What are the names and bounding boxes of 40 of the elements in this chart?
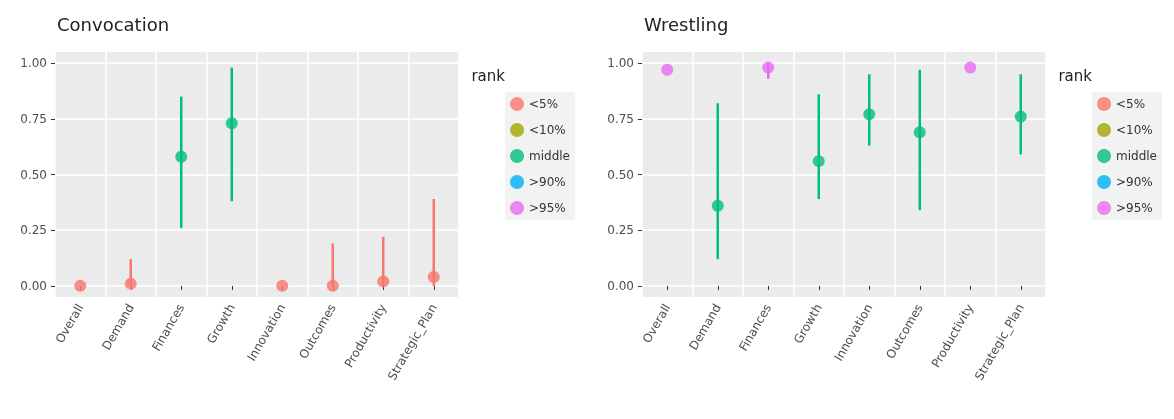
point [863, 108, 876, 121]
legend-label: middle [1116, 149, 1158, 163]
legend-label: <10% [529, 123, 566, 137]
point [124, 277, 137, 290]
legend-label: <5% [1116, 97, 1146, 111]
point [427, 270, 440, 283]
point [762, 61, 775, 74]
y-tick-label: 0.25 [607, 223, 634, 238]
y-tick-label: 0.50 [20, 167, 47, 182]
legend-title: rank [1058, 66, 1093, 85]
point [711, 199, 724, 212]
point [964, 61, 977, 74]
y-tick-label: 0.00 [20, 278, 47, 293]
legend-label: >95% [1116, 201, 1153, 215]
legend-label: middle [529, 149, 571, 163]
point [913, 126, 926, 139]
point [225, 117, 238, 130]
point [326, 279, 339, 292]
y-tick-label: 1.00 [607, 56, 634, 71]
chart-title: Wrestling [644, 13, 729, 35]
y-tick-label: 0.75 [20, 111, 47, 126]
y-tick-label: 1.00 [20, 56, 47, 71]
chart-title: Convocation [57, 13, 170, 35]
y-tick-label: 0.25 [20, 223, 47, 238]
point [812, 155, 825, 168]
y-tick-label: 0.50 [607, 167, 634, 182]
y-tick-label: 0.75 [607, 111, 634, 126]
point [1014, 110, 1027, 123]
legend-label: >90% [529, 175, 566, 189]
legend-label: >90% [1116, 175, 1153, 189]
y-tick-label: 0.00 [607, 278, 634, 293]
point [74, 279, 87, 292]
legend-label: <10% [1116, 123, 1153, 137]
legend-label: <5% [529, 97, 559, 111]
legend-title: rank [471, 66, 506, 85]
point [377, 275, 390, 288]
point [175, 150, 188, 163]
point [661, 63, 674, 76]
point [276, 279, 289, 292]
legend-label: >95% [529, 201, 566, 215]
